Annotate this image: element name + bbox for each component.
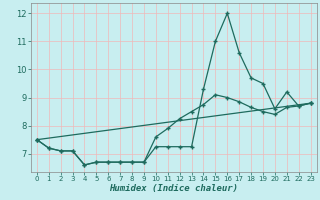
X-axis label: Humidex (Indice chaleur): Humidex (Indice chaleur) xyxy=(109,184,238,193)
